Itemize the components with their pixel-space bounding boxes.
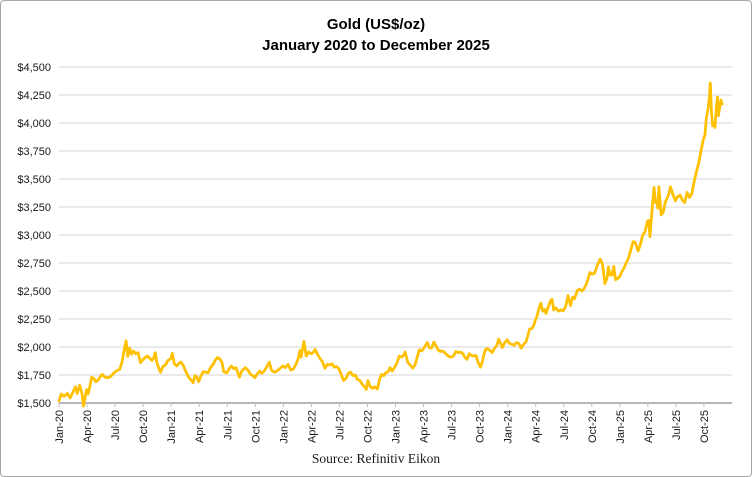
- x-tick-label: Oct-20: [138, 410, 150, 443]
- y-tick-label: $4,000: [17, 118, 51, 130]
- y-axis-labels: $4,500 $4,250 $4,000 $3,750 $3,500 $3,250 $3,0…: [17, 62, 51, 410]
- x-tick-label: Jan-23: [391, 410, 403, 444]
- x-tick-label: Jan-24: [503, 410, 515, 444]
- gold-price-line: [57, 81, 724, 408]
- y-tick-label: $1,750: [17, 370, 51, 382]
- x-tick-label: Jul-24: [559, 410, 571, 440]
- y-tick-label: $1,500: [17, 398, 51, 410]
- y-tick-label: $4,250: [17, 90, 51, 102]
- chart-subtitle: January 2020 to December 2025: [262, 37, 490, 54]
- x-tick-label: Jan-22: [278, 410, 290, 444]
- x-tick-label: Oct-21: [250, 410, 262, 443]
- gridlines: [59, 66, 732, 376]
- x-tick-label: Jan-20: [54, 410, 66, 444]
- y-tick-label: $3,000: [17, 230, 51, 242]
- y-tick-label: $3,750: [17, 146, 51, 158]
- chart-title-block: Gold (US$/oz) January 2020 to December 2…: [1, 14, 751, 56]
- x-axis-labels: Jan-20 Apr-20 Jul-20 Oct-20 Jan-21 Apr-21 Jul-…: [54, 403, 711, 444]
- x-tick-label: Apr-23: [419, 410, 431, 443]
- y-tick-label: $2,250: [17, 314, 51, 326]
- x-tick-label: Jul-20: [110, 410, 122, 440]
- y-tick-label: $3,250: [17, 202, 51, 214]
- y-tick-label: $2,750: [17, 258, 51, 270]
- y-tick-label: $2,000: [17, 342, 51, 354]
- x-tick-label: Oct-25: [699, 410, 711, 443]
- x-tick-label: Jul-22: [334, 410, 346, 440]
- x-tick-label: Jul-25: [671, 410, 683, 440]
- x-tick-label: Apr-25: [643, 410, 655, 443]
- source-caption: Source: Refinitiv Eikon: [311, 451, 441, 466]
- y-tick-label: $4,500: [17, 62, 51, 74]
- y-tick-label: $3,500: [17, 174, 51, 186]
- y-tick-label: $2,500: [17, 286, 51, 298]
- x-tick-label: Jul-21: [222, 410, 234, 440]
- x-tick-label: Oct-24: [587, 410, 599, 443]
- x-tick-label: Apr-22: [306, 410, 318, 443]
- x-tick-label: Jul-23: [447, 410, 459, 440]
- x-tick-label: Oct-23: [475, 410, 487, 443]
- x-tick-label: Oct-22: [362, 410, 374, 443]
- x-tick-label: Apr-24: [531, 410, 543, 443]
- x-tick-label: Jan-25: [615, 410, 627, 444]
- x-tick-label: Apr-20: [82, 410, 94, 443]
- chart-title: Gold (US$/oz): [326, 16, 426, 33]
- x-tick-label: Jan-21: [166, 410, 178, 444]
- x-tick-label: Apr-21: [194, 410, 206, 443]
